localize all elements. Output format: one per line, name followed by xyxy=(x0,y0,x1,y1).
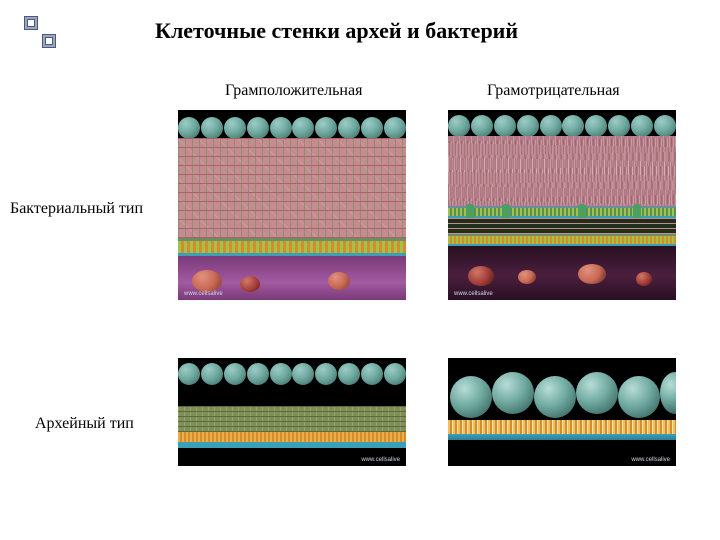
watermark: www.cellsalive xyxy=(631,457,670,463)
peptidoglycan-layer xyxy=(178,138,406,238)
lps-brush-layer xyxy=(448,136,676,206)
slide: Клеточные стенки архей и бактерий Грампо… xyxy=(0,0,720,540)
outer-membrane xyxy=(448,206,676,218)
figure-gram-positive-bacterial: www.cellsalive xyxy=(178,110,406,300)
inner-membrane xyxy=(448,234,676,246)
s-layer-spheres xyxy=(178,116,406,140)
large-s-layer-spheres xyxy=(448,360,676,422)
figure-gram-positive-archaeal: www.cellsalive xyxy=(178,358,406,466)
figure-gram-negative-archaeal: www.cellsalive xyxy=(448,358,676,466)
watermark: www.cellsalive xyxy=(454,291,493,297)
periplasm-layer xyxy=(448,218,676,234)
row-label-bacterial: Бактериальный тип xyxy=(10,200,143,218)
membrane-layer xyxy=(178,238,406,256)
row-label-archaeal: Архейный тип xyxy=(35,415,134,433)
gap-layer xyxy=(178,386,406,406)
membrane-layer xyxy=(448,420,676,440)
page-title: Клеточные стенки архей и бактерий xyxy=(155,18,518,44)
bullet-icon xyxy=(42,34,56,48)
column-header-gram-positive: Грамположительная xyxy=(225,82,362,100)
membrane-layer xyxy=(178,432,406,448)
figure-gram-negative-bacterial: www.cellsalive xyxy=(448,110,676,300)
watermark: www.cellsalive xyxy=(184,291,223,297)
s-layer-spheres xyxy=(178,362,406,386)
pseudomurein-layer xyxy=(178,406,406,432)
column-header-gram-negative: Грамотрицательная xyxy=(487,82,620,100)
s-layer-spheres xyxy=(448,114,676,138)
watermark: www.cellsalive xyxy=(361,457,400,463)
bullet-icon xyxy=(24,16,38,30)
